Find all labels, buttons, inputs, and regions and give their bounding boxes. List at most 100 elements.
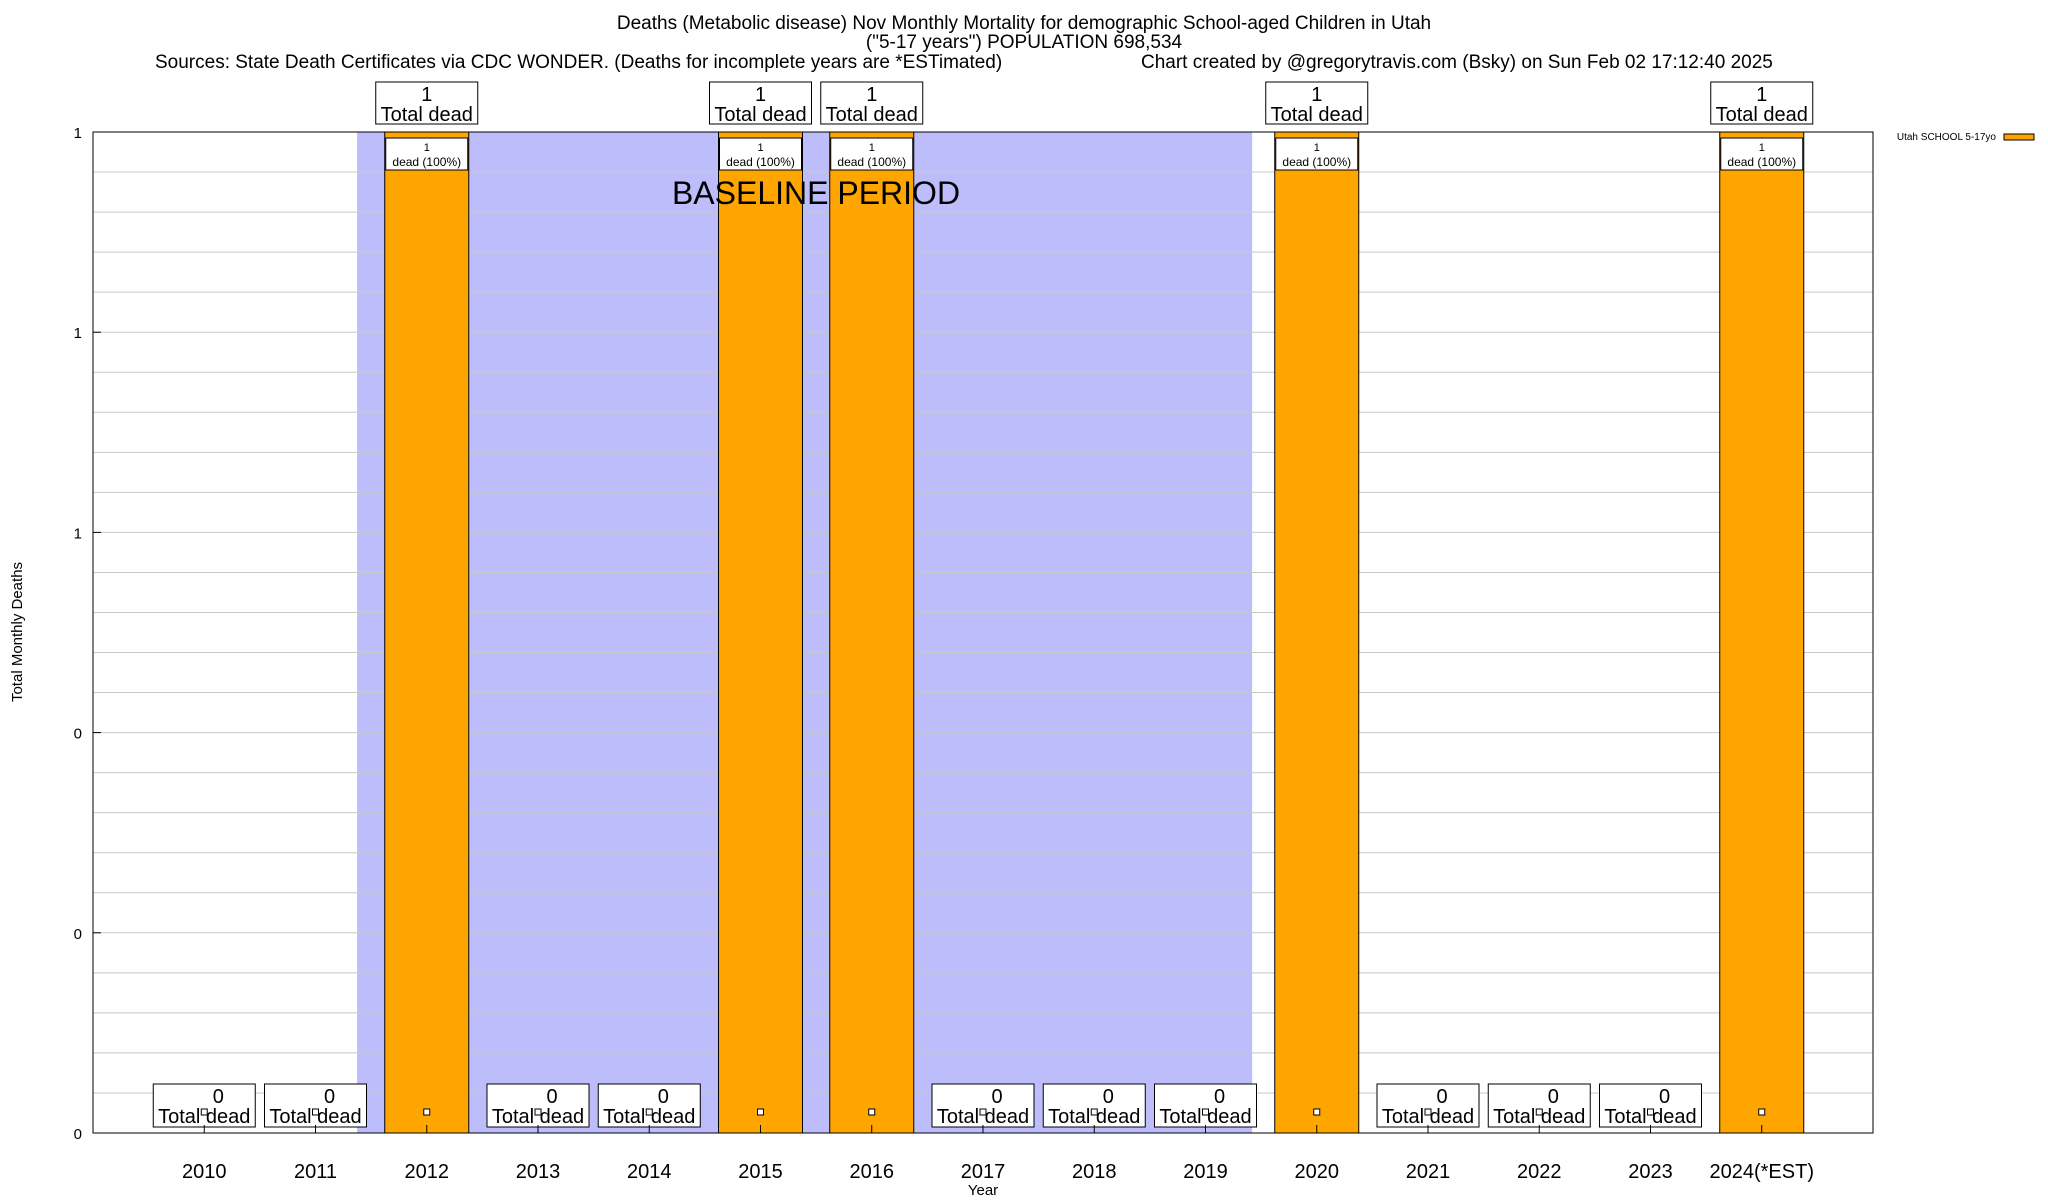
x-point-marker: [1202, 1108, 1209, 1116]
x-point-marker: [1535, 1108, 1543, 1116]
bar-label-text: dead (100%): [1727, 155, 1796, 169]
y-tick-label: 1: [74, 325, 82, 342]
total-label-box: [1710, 81, 1814, 125]
total-label-count: 0: [546, 1086, 557, 1108]
total-label-count: 1: [866, 84, 877, 106]
total-label-count: 1: [755, 84, 766, 106]
total-label-text: Total dead: [1271, 104, 1363, 126]
x-tick-label: 2016: [850, 1161, 895, 1183]
total-label-count: 0: [324, 1086, 335, 1108]
baseline-period-shading: [357, 132, 1253, 1133]
x-tick-label: 2014: [627, 1161, 672, 1183]
total-label-text: Total dead: [1382, 1106, 1474, 1128]
bar-label-box: [719, 137, 802, 171]
bar-label-box: [830, 137, 914, 171]
total-label-text: Total dead: [937, 1106, 1029, 1128]
x-point-marker: [868, 1108, 876, 1116]
total-label-count: 0: [991, 1086, 1002, 1108]
x-axis-title: Year: [968, 1182, 998, 1199]
x-tick-label: 2019: [1183, 1161, 1228, 1183]
x-tick-label: 2021: [1406, 1161, 1451, 1183]
x-point-marker: [979, 1108, 987, 1116]
x-point-marker: [312, 1108, 319, 1116]
total-label-count: 1: [1756, 84, 1767, 106]
total-label-text: Total dead: [1159, 1106, 1251, 1128]
total-label-box: [1042, 1083, 1146, 1128]
y-axis-title: Total Monthly Deaths: [9, 562, 26, 702]
total-label-box: [264, 1083, 367, 1128]
chart-title: Deaths (Metabolic disease) Nov Monthly M…: [616, 13, 1432, 34]
bar-label-text: dead (100%): [1282, 155, 1351, 169]
x-point-marker: [1758, 1108, 1766, 1116]
bar-label-count: 1: [1759, 142, 1765, 154]
x-tick-label: 2020: [1295, 1161, 1340, 1183]
bar: [1719, 131, 1805, 1134]
legend-label: Utah SCHOOL 5-17yo: [1897, 132, 1997, 143]
bar: [829, 131, 915, 1134]
total-label-box: [597, 1083, 701, 1128]
x-point-marker: [534, 1108, 542, 1116]
chart-credit: Chart created by @gregorytravis.com (Bsk…: [1141, 52, 1773, 73]
total-label-text: Total dead: [381, 104, 473, 126]
x-point-marker: [423, 1108, 431, 1116]
x-tick-label: 2012: [405, 1161, 450, 1183]
x-tick-label: 2018: [1072, 1161, 1117, 1183]
bar-label-text: dead (100%): [726, 155, 795, 169]
bar-label-text: dead (100%): [837, 155, 906, 169]
x-point-marker: [1424, 1108, 1432, 1116]
total-label-box: [820, 81, 924, 125]
y-tick-label: 0: [74, 726, 82, 743]
x-point-marker: [1090, 1108, 1098, 1116]
total-label-text: Total dead: [1493, 1106, 1585, 1128]
bar-label-box: [1720, 137, 1804, 171]
x-tick-label: 2011: [294, 1161, 337, 1183]
total-label-text: Total dead: [1604, 1106, 1696, 1128]
total-label-count: 0: [1548, 1086, 1559, 1108]
y-tick-label: 1: [74, 125, 82, 142]
total-label-count: 1: [421, 84, 432, 106]
x-tick-label: 2013: [516, 1161, 561, 1183]
x-tick-label: 2017: [961, 1161, 1006, 1183]
total-label-box: [486, 1083, 590, 1128]
y-tick-label: 0: [74, 1126, 82, 1143]
total-label-text: Total dead: [714, 104, 806, 126]
chart-sources: Sources: State Death Certificates via CD…: [155, 52, 1003, 73]
x-tick-label: 2024(*EST): [1710, 1161, 1815, 1183]
total-label-count: 0: [1214, 1086, 1225, 1108]
total-label-box: [1487, 1083, 1591, 1128]
bar: [384, 131, 470, 1134]
legend-swatch: [2003, 133, 2035, 141]
total-label-text: Total dead: [1048, 1106, 1140, 1128]
bar-label-box: [385, 137, 469, 171]
total-label-count: 0: [1436, 1086, 1447, 1108]
x-tick-label: 2023: [1628, 1161, 1673, 1183]
total-label-box: [709, 81, 812, 125]
x-point-marker: [757, 1108, 764, 1116]
total-label-count: 0: [658, 1086, 669, 1108]
plot-frame: [92, 131, 1874, 1134]
total-label-count: 0: [213, 1086, 224, 1108]
total-label-box: [1599, 1083, 1702, 1128]
total-label-text: Total dead: [269, 1106, 361, 1128]
total-label-box: [1376, 1083, 1480, 1128]
total-label-count: 0: [1659, 1086, 1670, 1108]
chart-subtitle: ("5-17 years") POPULATION 698,534: [865, 32, 1183, 53]
total-label-box: [375, 81, 479, 125]
total-label-text: Total dead: [158, 1106, 250, 1128]
total-label-text: Total dead: [1716, 104, 1808, 126]
x-point-marker: [200, 1108, 208, 1116]
x-point-marker: [1647, 1108, 1654, 1116]
baseline-period-label: BASELINE PERIOD: [672, 175, 960, 211]
total-label-text: Total dead: [826, 104, 918, 126]
bar-label-count: 1: [757, 142, 763, 154]
total-label-box: [1265, 81, 1369, 125]
bar-label-count: 1: [1314, 142, 1320, 154]
y-tick-label: 0: [74, 926, 82, 943]
x-point-marker: [1313, 1108, 1321, 1116]
bar-label-count: 1: [424, 142, 430, 154]
x-tick-label: 2022: [1517, 1161, 1562, 1183]
bar: [1274, 131, 1360, 1134]
total-label-text: Total dead: [492, 1106, 584, 1128]
bar-label-count: 1: [869, 142, 875, 154]
